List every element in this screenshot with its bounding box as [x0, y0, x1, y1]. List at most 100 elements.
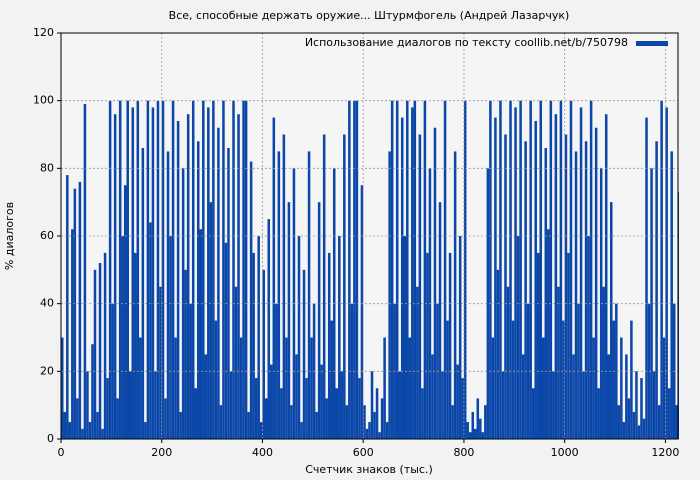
bar: [627, 398, 631, 439]
bar: [418, 134, 422, 439]
bar: [458, 236, 462, 439]
y-axis-label: % диалогов: [3, 202, 16, 270]
bar: [448, 252, 452, 439]
x-tick-label: 1200: [651, 446, 679, 459]
bar: [149, 222, 152, 439]
bar: [202, 100, 205, 440]
x-tick-label: 0: [58, 446, 65, 459]
bar: [587, 236, 590, 439]
bar: [270, 364, 273, 439]
bar: [441, 371, 444, 439]
bar: [579, 107, 583, 439]
bar: [360, 185, 364, 439]
bar: [164, 398, 167, 439]
bar: [217, 127, 220, 439]
bar: [239, 337, 243, 439]
bar: [617, 405, 621, 439]
bar: [78, 181, 82, 439]
bar: [86, 371, 89, 439]
bar: [194, 388, 197, 439]
x-tick-label: 400: [252, 446, 273, 459]
bar: [310, 337, 313, 439]
bar: [126, 100, 129, 440]
bar: [297, 236, 301, 439]
y-tick-label: 20: [40, 364, 54, 377]
bar: [484, 405, 487, 439]
bar: [506, 286, 510, 439]
bar: [287, 202, 291, 439]
bar: [151, 107, 155, 439]
bar: [229, 371, 233, 439]
bar: [519, 100, 522, 440]
bar: [322, 134, 326, 439]
bar: [423, 100, 427, 440]
bar: [254, 378, 258, 439]
bar: [594, 127, 598, 439]
bar: [584, 141, 588, 439]
bar: [224, 242, 228, 439]
bar: [174, 337, 177, 439]
bar: [479, 418, 482, 439]
bar: [476, 398, 480, 439]
bar: [625, 354, 628, 439]
bar: [398, 371, 401, 439]
bar: [539, 100, 543, 440]
bar: [373, 411, 376, 439]
bar: [98, 263, 102, 439]
bar: [660, 100, 663, 440]
bar: [103, 252, 107, 439]
bar: [466, 422, 469, 439]
bar: [463, 100, 467, 440]
bar: [388, 151, 391, 439]
bar: [592, 337, 595, 439]
bar: [504, 134, 507, 439]
bar: [275, 303, 278, 439]
bar: [554, 114, 558, 439]
bar: [134, 252, 137, 439]
bar: [320, 364, 323, 439]
bar: [330, 320, 333, 439]
bar: [154, 371, 157, 439]
bar: [242, 100, 245, 440]
bar: [516, 236, 520, 439]
x-tick-label: 200: [151, 446, 172, 459]
bar: [179, 411, 182, 439]
bar: [121, 236, 124, 439]
bar: [71, 229, 74, 439]
bar: [264, 398, 268, 439]
x-tick-label: 600: [353, 446, 374, 459]
bar: [383, 337, 386, 439]
bar: [615, 303, 618, 439]
y-tick-label: 40: [40, 297, 54, 310]
bar: [511, 320, 515, 439]
bar: [315, 411, 318, 439]
bar: [302, 269, 306, 439]
bar: [290, 405, 293, 439]
bar: [128, 371, 132, 439]
bar: [353, 100, 356, 440]
bar: [259, 422, 263, 439]
bar: [650, 168, 653, 440]
bar: [408, 337, 412, 439]
bar: [534, 120, 537, 439]
bar: [370, 371, 374, 439]
bar: [622, 422, 626, 439]
bar: [141, 148, 145, 440]
bar: [161, 100, 165, 440]
bar: [348, 100, 351, 440]
bar: [159, 286, 162, 439]
bar: [325, 398, 328, 439]
bar: [113, 114, 117, 439]
bar: [667, 388, 671, 439]
bar: [662, 337, 666, 439]
bar: [569, 100, 573, 440]
bar: [411, 107, 414, 439]
bar: [123, 185, 127, 439]
bar: [456, 364, 459, 439]
bar: [501, 371, 505, 439]
bar: [431, 354, 434, 439]
bar: [559, 100, 563, 440]
bar: [277, 151, 281, 439]
bar: [438, 202, 442, 439]
